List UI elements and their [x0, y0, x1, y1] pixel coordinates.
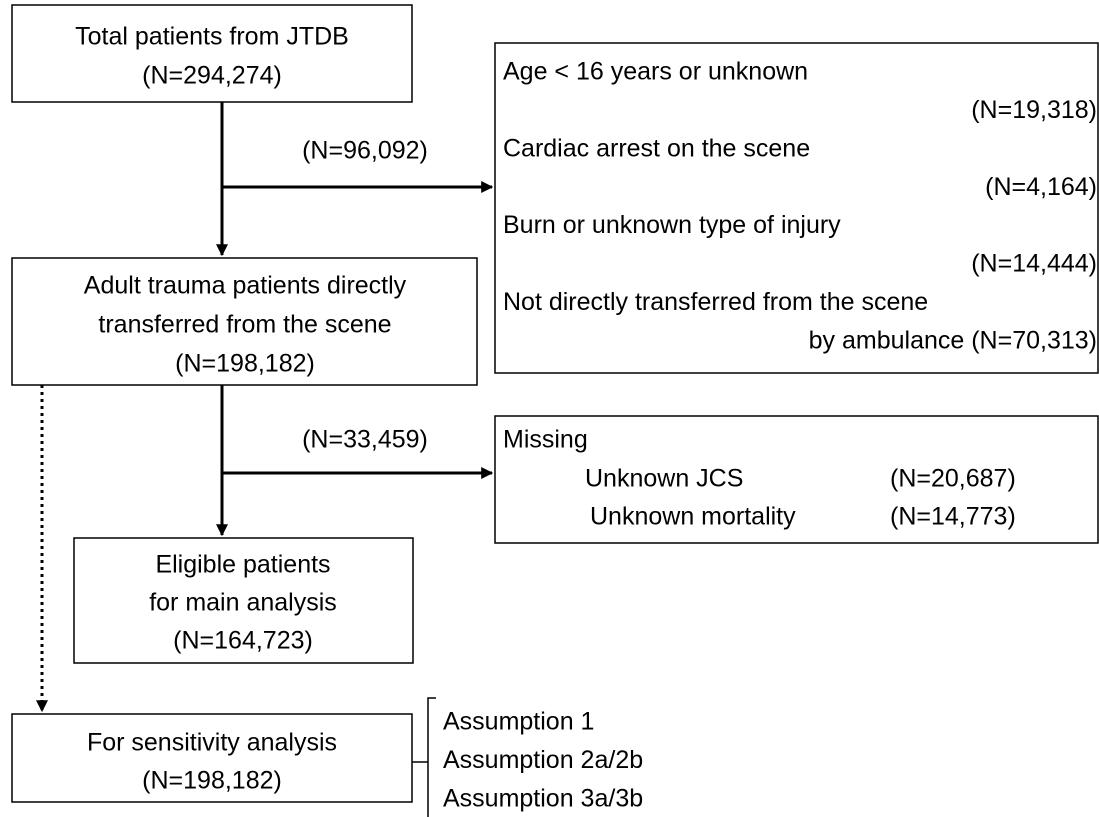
node-text: (N=198,182): [142, 767, 282, 795]
missing-count: (N=20,687): [890, 465, 1016, 493]
exclusion-reason: Cardiac arrest on the scene: [503, 134, 810, 162]
exclusion-count: (N=19,318): [971, 96, 1097, 124]
node-text: Adult trauma patients directly: [84, 272, 407, 300]
exclusion-reason: Age < 16 years or unknown: [503, 58, 808, 86]
bracket: [412, 697, 436, 817]
node-text: transferred from the scene: [98, 311, 391, 339]
node-text: (N=164,723): [173, 627, 313, 655]
node-text: For sensitivity analysis: [87, 729, 337, 757]
missing-reason: Unknown mortality: [590, 503, 796, 531]
exclusion-reason: Not directly transferred from the scene: [503, 288, 928, 316]
branch-count: (N=96,092): [302, 137, 428, 165]
box-exclusion: [494, 42, 1099, 374]
missing-title: Missing: [503, 426, 588, 454]
exclusion-count: (N=14,444): [971, 250, 1097, 278]
exclusion-count: (N=4,164): [985, 173, 1097, 201]
node-text: Eligible patients: [155, 551, 330, 579]
box-total: [11, 4, 413, 103]
box-sensitivity: [11, 713, 413, 803]
node-text: (N=198,182): [175, 350, 315, 378]
node-text: (N=294,274): [142, 62, 282, 90]
assumption: Assumption 2a/2b: [443, 746, 643, 774]
node-text: for main analysis: [149, 589, 337, 617]
exclusion-count: by ambulance (N=70,313): [809, 326, 1097, 354]
exclusion-reason: Burn or unknown type of injury: [503, 211, 841, 239]
assumption: Assumption 3a/3b: [443, 785, 643, 813]
assumption: Assumption 1: [443, 708, 594, 736]
box-adult: [11, 257, 478, 386]
missing-count: (N=14,773): [890, 503, 1016, 531]
box-missing: [494, 415, 1099, 544]
missing-reason: Unknown JCS: [585, 465, 743, 493]
box-eligible: [73, 537, 414, 664]
branch-count: (N=33,459): [302, 426, 428, 454]
node-text: Total patients from JTDB: [75, 23, 349, 51]
